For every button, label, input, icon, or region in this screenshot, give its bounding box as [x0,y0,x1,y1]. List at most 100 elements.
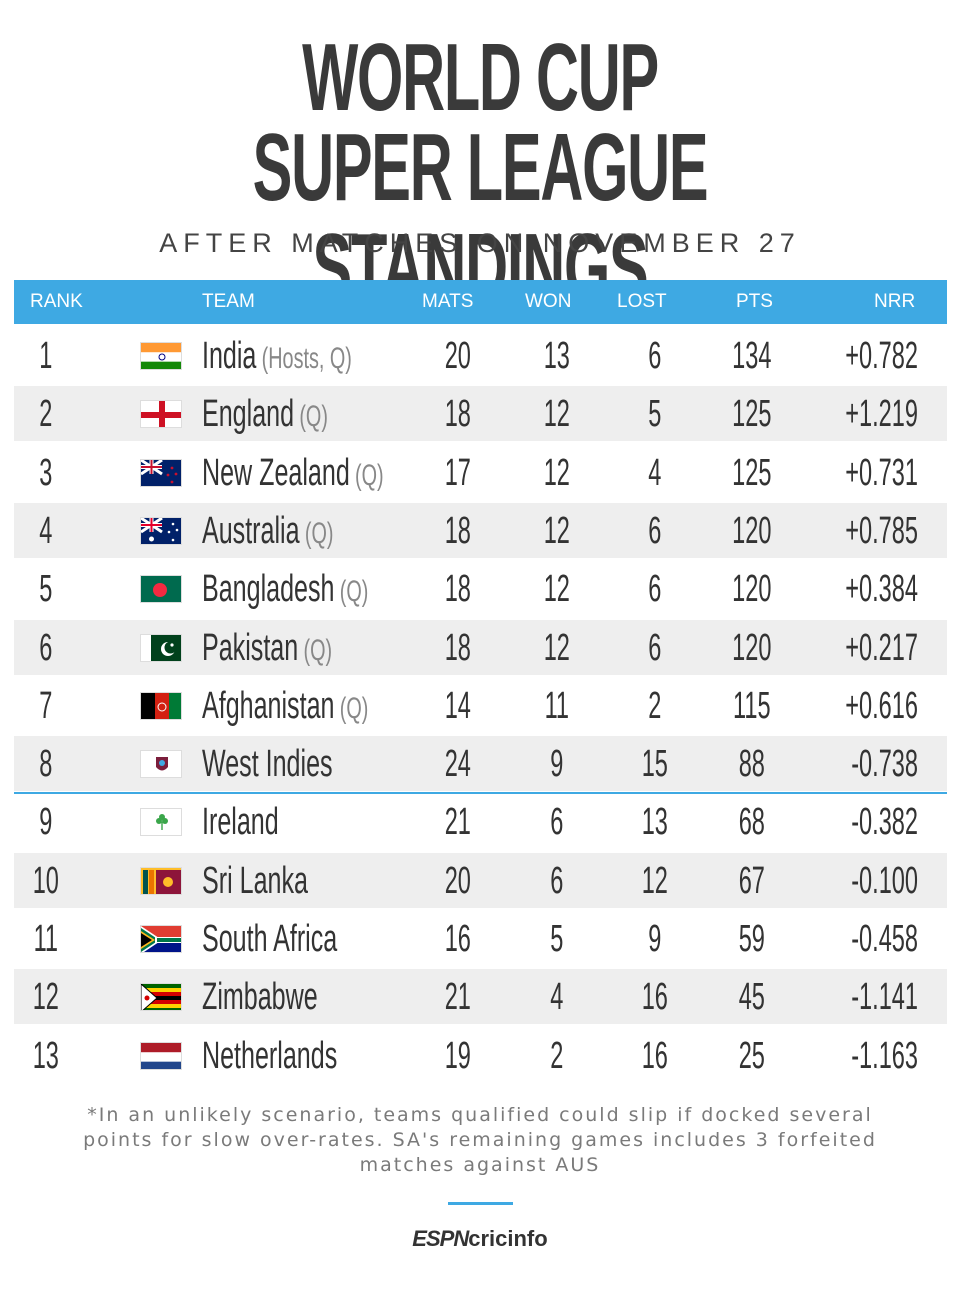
pts-cell: 45 [738,976,765,1019]
won-cell: 9 [550,743,564,786]
qualification-note: (Q) [339,575,369,609]
team-cell: West Indies [202,742,333,786]
team-cell: India (Hosts, Q) [202,334,352,378]
lost-cell: 13 [641,801,668,844]
mats-cell: 16 [444,918,471,960]
pts-cell: 134 [732,335,772,377]
won-cell: 2 [550,1034,564,1077]
won-cell: 11 [544,684,570,727]
team-name: India [202,335,257,377]
mats-cell: 20 [444,335,471,377]
rank-cell: 11 [33,918,59,960]
team-name: Australia [202,509,300,552]
team-cell: England (Q) [202,392,328,436]
team-cell: South Africa [202,917,337,961]
mats-cell: 14 [444,684,471,727]
sri-lanka-flag-icon [140,866,182,895]
team-name: Afghanistan [202,684,335,727]
won-cell: 6 [550,801,564,844]
pts-cell: 120 [732,509,772,552]
header-lost: LOST [617,291,667,312]
won-cell: 4 [550,976,564,1019]
table-row: 12 Zimbabwe 21 4 16 45 -1.141 [14,969,947,1025]
nrr-cell: +0.785 [845,509,918,552]
lost-cell: 4 [648,451,662,494]
team-cell: Afghanistan (Q) [202,684,368,728]
rank-cell: 4 [39,509,53,552]
india-flag-icon [140,342,182,370]
rank-cell: 9 [39,801,53,844]
table-row: 3 New Zealand (Q) 17 12 4 125 +0.731 [14,445,947,500]
team-cell: Sri Lanka [202,859,308,903]
mats-cell: 18 [444,626,471,669]
pts-cell: 67 [738,859,765,902]
team-name: Zimbabwe [202,976,318,1019]
mats-cell: 18 [444,509,471,552]
nrr-cell: -0.382 [851,801,918,844]
qualification-note: (Q) [303,633,333,667]
ireland-flag-icon [140,808,182,837]
pts-cell: 68 [738,801,765,844]
header-pts: PTS [736,291,773,312]
table-row: 7 Afghanistan (Q) 14 11 2 115 +0.616 [14,678,947,733]
team-name: Netherlands [202,1034,338,1077]
bangladesh-flag-icon [140,575,182,604]
mats-cell: 20 [444,859,471,902]
nrr-cell: +0.217 [845,626,918,669]
table-row: 2 England (Q) 18 12 5 125 +1.219 [14,386,947,442]
pts-cell: 59 [738,918,765,960]
pakistan-flag-icon [140,633,182,662]
team-cell: Bangladesh (Q) [202,567,368,611]
west-indies-flag-icon [140,750,182,779]
table-row: 9 Ireland 21 6 13 68 -0.382 [14,794,947,849]
qualification-note: (Hosts, Q) [261,342,352,375]
rank-cell: 6 [39,626,53,669]
header-won: WON [525,291,572,312]
won-cell: 12 [543,393,570,436]
team-name: West Indies [202,743,333,786]
netherlands-flag-icon [140,1041,182,1070]
mats-cell: 21 [444,976,471,1019]
nrr-cell: -1.141 [851,976,918,1019]
header-rank: RANK [30,291,83,312]
nrr-cell: -0.738 [851,743,918,786]
qualification-note: (Q) [299,400,328,434]
rank-cell: 8 [39,743,53,786]
table-row: 1 India (Hosts, Q) 20 13 6 134 +0.782 [14,328,947,383]
qualification-divider [14,792,947,794]
won-cell: 5 [550,918,564,960]
table-row: 6 Pakistan (Q) 18 12 6 120 +0.217 [14,619,947,675]
england-flag-icon [140,400,182,429]
rank-cell: 7 [39,684,53,727]
nrr-cell: -0.100 [851,859,918,902]
mats-cell: 21 [444,801,471,844]
qualification-note: (Q) [304,516,334,550]
pts-cell: 125 [732,451,772,494]
rank-cell: 2 [39,393,53,436]
won-cell: 13 [543,335,570,377]
lost-cell: 6 [648,626,662,669]
nrr-cell: -1.163 [851,1034,918,1077]
mats-cell: 24 [444,743,471,786]
table-row: 8 West Indies 24 9 15 88 -0.738 [14,736,947,792]
team-name: Bangladesh [202,568,335,611]
lost-cell: 6 [648,335,662,377]
won-cell: 12 [543,626,570,669]
rank-cell: 10 [32,859,59,902]
team-cell: Pakistan (Q) [202,626,332,670]
rank-cell: 13 [32,1034,59,1077]
lost-cell: 2 [648,684,662,727]
won-cell: 12 [543,568,570,611]
lost-cell: 6 [648,568,662,611]
page-title-line-2: SUPER LEAGUE STANDINGS [252,114,709,321]
table-row: 10 Sri Lanka 20 6 12 67 -0.100 [14,852,947,908]
mats-cell: 18 [444,393,471,436]
team-name: South Africa [202,918,338,960]
nrr-cell: +1.219 [845,393,918,436]
lost-cell: 16 [641,1034,668,1077]
table-row: 13 Netherlands 19 2 16 25 -1.163 [14,1028,947,1083]
page-title-line-1: WORLD CUP [302,24,659,131]
team-cell: Zimbabwe [202,975,318,1019]
pts-cell: 115 [733,684,771,727]
lost-cell: 15 [641,743,668,786]
